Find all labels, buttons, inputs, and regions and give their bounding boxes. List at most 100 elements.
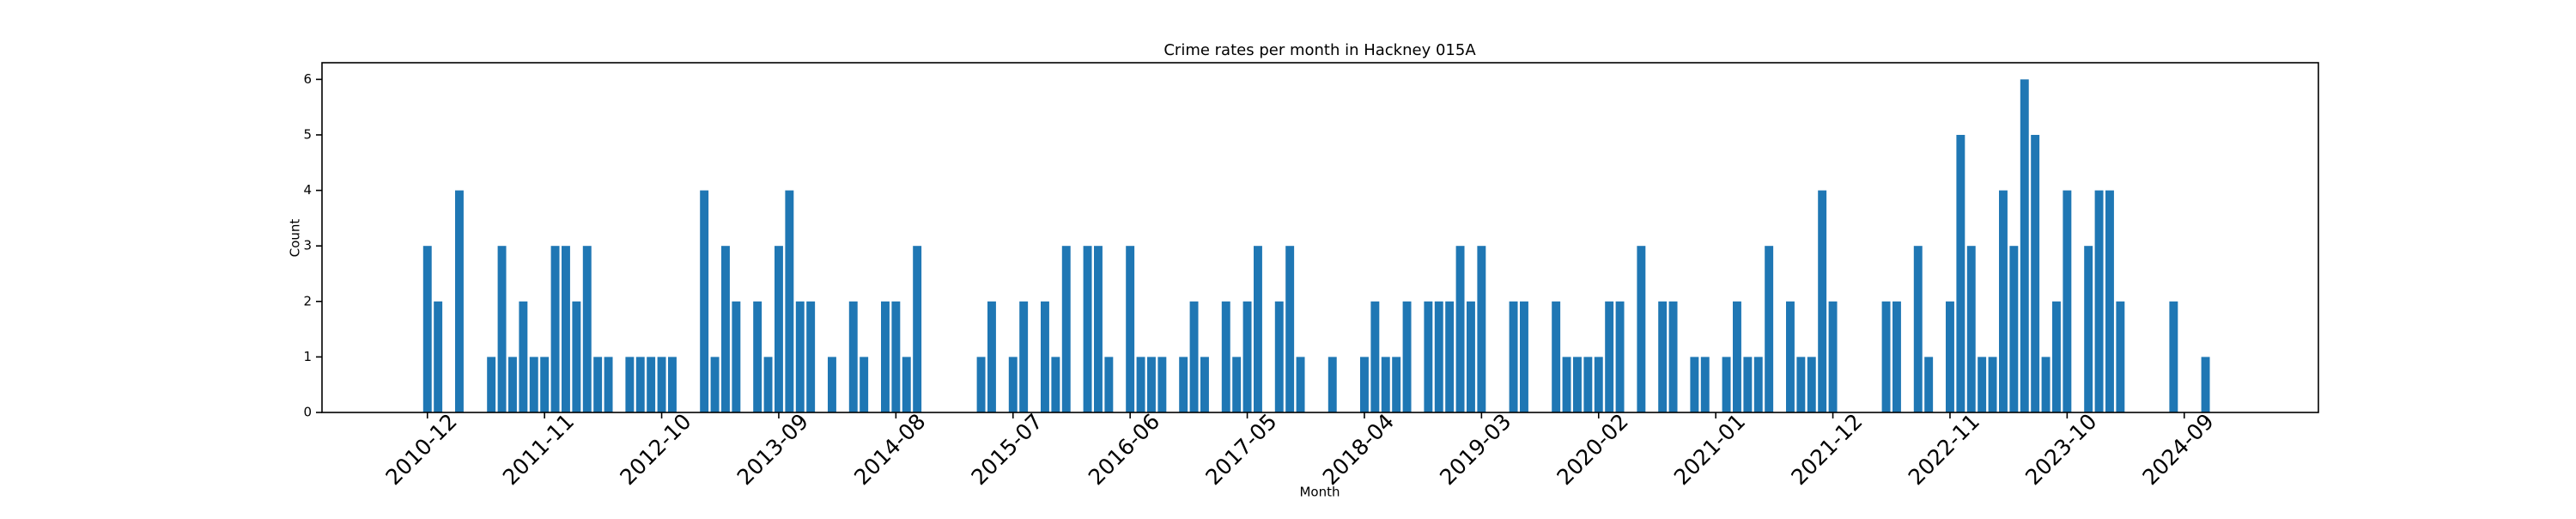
bar xyxy=(1041,301,1049,412)
bar xyxy=(2020,79,2029,412)
bar xyxy=(976,357,986,412)
bar xyxy=(1988,357,1997,412)
bar xyxy=(2169,301,2178,412)
bar xyxy=(1818,190,1827,413)
bar xyxy=(881,301,890,412)
bar xyxy=(1189,301,1199,412)
bar xyxy=(572,301,581,412)
bar xyxy=(860,357,869,412)
bar xyxy=(455,190,464,413)
bar xyxy=(487,357,496,412)
bar xyxy=(1552,301,1561,412)
bar xyxy=(1232,357,1242,412)
bar xyxy=(1104,357,1114,412)
y-tick-label: 6 xyxy=(303,71,312,87)
bar xyxy=(710,357,720,412)
chart-title: Crime rates per month in Hackney 015A xyxy=(1163,41,1476,59)
bar xyxy=(1562,357,1571,412)
bar xyxy=(806,301,816,412)
bar xyxy=(1924,357,1934,412)
bar xyxy=(604,357,613,412)
bar xyxy=(1594,357,1603,412)
bar xyxy=(1424,301,1433,412)
bar xyxy=(732,301,741,412)
bar xyxy=(1881,301,1891,412)
bar xyxy=(593,357,603,412)
bar xyxy=(1434,301,1443,412)
bar xyxy=(1690,357,1699,412)
bar xyxy=(1392,357,1401,412)
bar xyxy=(1828,301,1838,412)
bar xyxy=(668,357,677,412)
bar xyxy=(1285,246,1295,412)
bar xyxy=(550,246,560,412)
bar xyxy=(1467,301,1475,412)
bar xyxy=(1668,301,1678,412)
bar xyxy=(1956,134,1965,412)
y-tick-label: 0 xyxy=(303,405,312,420)
bar xyxy=(582,246,592,412)
bar xyxy=(1008,357,1018,412)
bar xyxy=(1658,301,1668,412)
bar xyxy=(1796,357,1806,412)
bar xyxy=(1893,301,1901,412)
bar xyxy=(1221,301,1230,412)
bar xyxy=(1402,301,1412,412)
bar xyxy=(795,301,805,412)
bar xyxy=(625,357,635,412)
bar xyxy=(1637,246,1646,412)
bar xyxy=(1126,246,1135,412)
y-tick-label: 1 xyxy=(303,349,312,364)
bar xyxy=(1242,301,1252,412)
bar xyxy=(1061,246,1071,412)
y-tick-label: 5 xyxy=(303,126,312,142)
bar xyxy=(1157,357,1167,412)
bar xyxy=(753,301,762,412)
bar xyxy=(1913,246,1923,412)
bar xyxy=(1765,246,1774,412)
bar xyxy=(1583,357,1593,412)
bar xyxy=(497,246,507,412)
bar xyxy=(1753,357,1763,412)
bar xyxy=(1051,357,1060,412)
bar xyxy=(2041,357,2050,412)
bar xyxy=(891,301,901,412)
bar xyxy=(1743,357,1753,412)
bar xyxy=(647,357,656,412)
bar xyxy=(2094,190,2104,413)
bar xyxy=(902,357,911,412)
bar xyxy=(1786,301,1795,412)
bar xyxy=(422,246,432,412)
bar xyxy=(562,246,570,412)
bar xyxy=(1381,357,1390,412)
bar xyxy=(1445,301,1455,412)
bar xyxy=(828,357,836,412)
y-tick-label: 2 xyxy=(303,293,312,308)
bar xyxy=(540,357,550,412)
bar xyxy=(1722,357,1731,412)
bar xyxy=(1700,357,1710,412)
bar xyxy=(1094,246,1103,412)
bar xyxy=(635,357,645,412)
bar xyxy=(434,301,443,412)
bar xyxy=(2116,301,2125,412)
bar xyxy=(1807,357,1816,412)
bar xyxy=(1179,357,1188,412)
bar xyxy=(2201,357,2210,412)
bar xyxy=(1477,246,1486,412)
bar xyxy=(2009,246,2019,412)
bar xyxy=(1370,301,1380,412)
bar xyxy=(1360,357,1369,412)
bar xyxy=(1147,357,1156,412)
bar xyxy=(1019,301,1029,412)
bar xyxy=(775,246,783,412)
bar xyxy=(1978,357,1987,412)
bar xyxy=(1083,246,1092,412)
plot-frame xyxy=(321,62,2319,413)
bar xyxy=(1573,357,1582,412)
x-axis-label: Month xyxy=(1299,485,1340,500)
bar xyxy=(1966,246,1976,412)
bar xyxy=(1733,301,1741,412)
y-tick-label: 4 xyxy=(303,182,312,198)
bar xyxy=(700,190,709,413)
